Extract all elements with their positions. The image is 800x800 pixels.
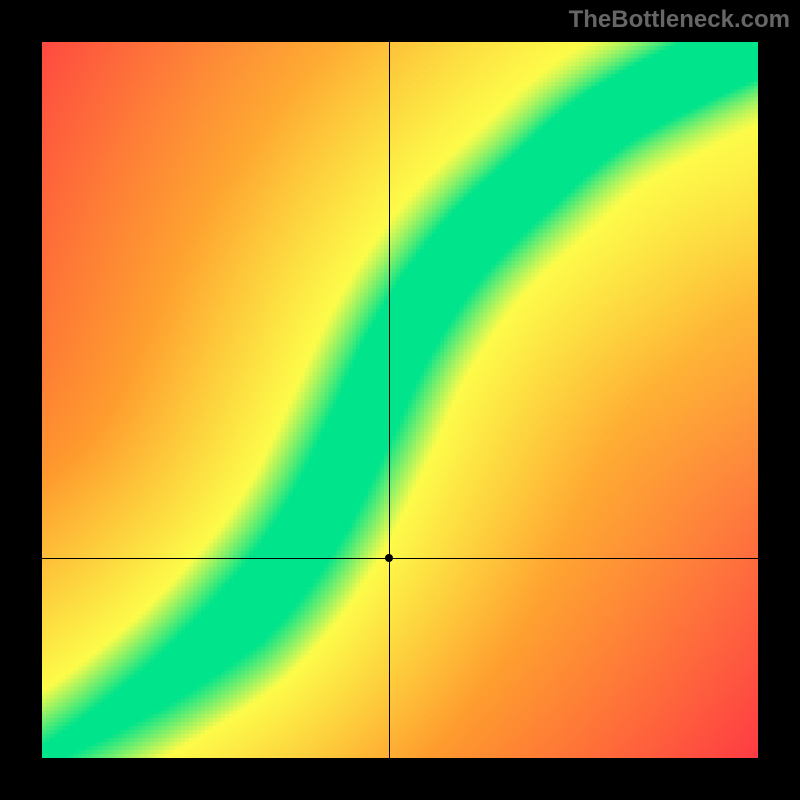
crosshair-horizontal [42, 558, 758, 559]
plot-area [42, 42, 758, 758]
chart-container: TheBottleneck.com [0, 0, 800, 800]
bottleneck-heatmap [42, 42, 758, 758]
watermark-text: TheBottleneck.com [569, 6, 790, 34]
crosshair-vertical [389, 42, 390, 758]
selection-dot [385, 554, 393, 562]
